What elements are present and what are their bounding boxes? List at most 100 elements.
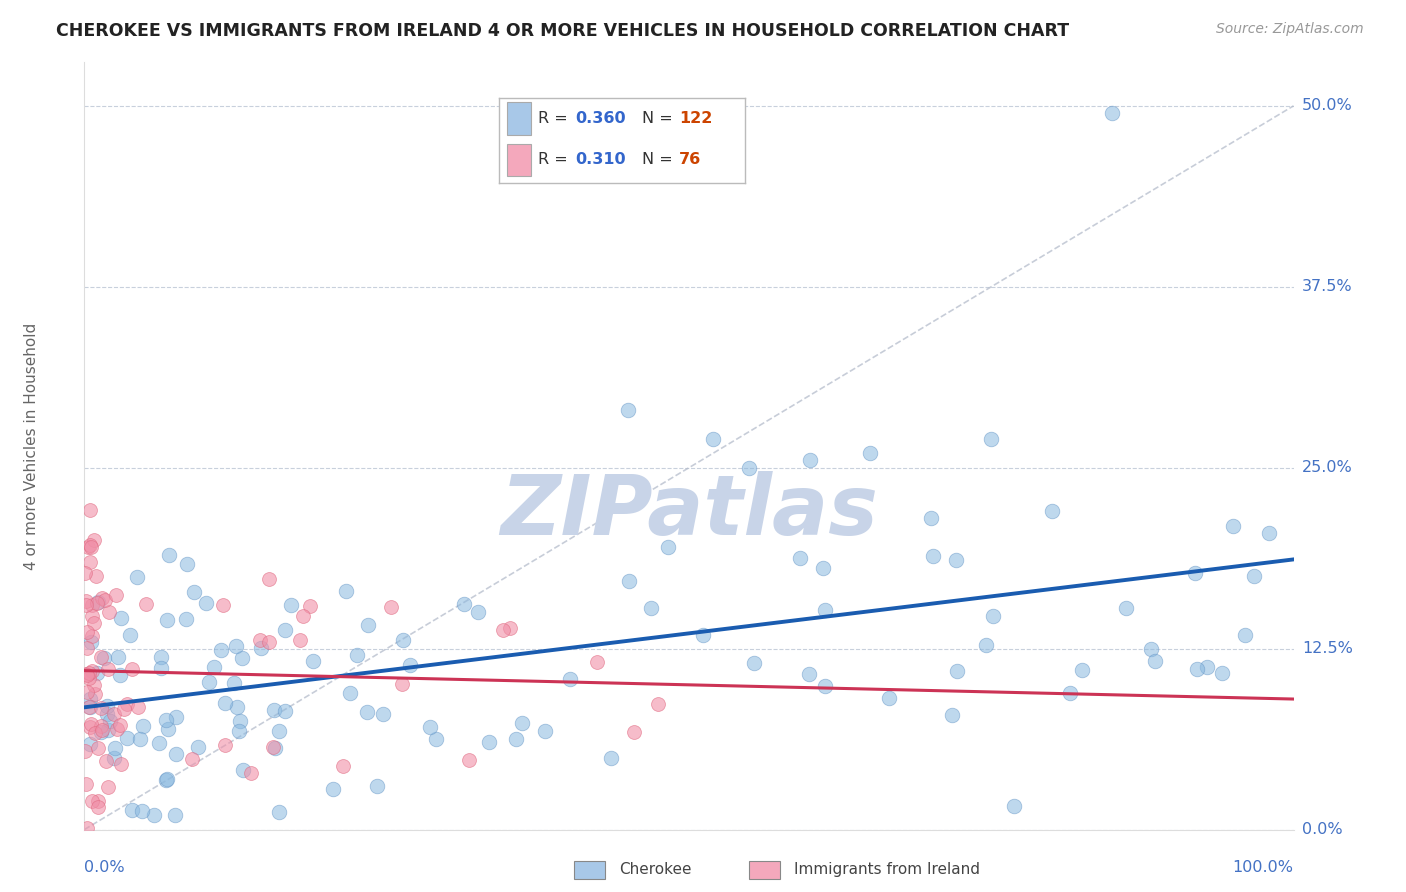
Point xyxy=(692,628,714,642)
Point xyxy=(262,739,284,754)
Point xyxy=(419,721,441,735)
Point xyxy=(640,600,662,615)
Point xyxy=(322,782,344,797)
Text: 0.360: 0.360 xyxy=(575,111,626,126)
Point xyxy=(458,753,481,767)
Point xyxy=(105,588,128,602)
Point xyxy=(257,572,280,586)
Point xyxy=(86,793,108,807)
Point xyxy=(356,705,378,719)
Point xyxy=(1234,628,1257,642)
Point xyxy=(877,690,900,705)
Point xyxy=(600,750,623,764)
Point xyxy=(1143,654,1166,668)
Point xyxy=(380,600,402,615)
Point xyxy=(738,460,761,475)
Point xyxy=(1184,566,1206,581)
Point xyxy=(80,629,103,643)
Point xyxy=(291,609,314,624)
Point xyxy=(79,538,101,552)
Point xyxy=(920,511,942,525)
Point xyxy=(789,550,811,565)
Point xyxy=(222,675,245,690)
Point xyxy=(96,780,118,794)
Point xyxy=(79,738,101,752)
Point xyxy=(1258,525,1281,540)
Point xyxy=(90,650,112,665)
Point xyxy=(80,665,103,679)
Point xyxy=(83,678,105,692)
Point xyxy=(226,700,249,714)
Point xyxy=(156,613,179,627)
Point xyxy=(187,739,209,754)
Point xyxy=(560,672,582,686)
Point xyxy=(80,541,103,555)
Point xyxy=(921,549,943,563)
Point xyxy=(980,432,1002,446)
Point xyxy=(702,432,724,446)
Point xyxy=(799,453,821,467)
Point xyxy=(121,662,143,676)
Point xyxy=(617,402,640,417)
Point xyxy=(214,738,236,752)
Point xyxy=(211,599,233,613)
Point xyxy=(90,701,112,715)
Point xyxy=(75,777,97,791)
Point xyxy=(156,772,179,787)
Point xyxy=(299,599,322,613)
Point xyxy=(131,805,153,819)
Point xyxy=(75,598,97,612)
Point xyxy=(981,608,1004,623)
Point xyxy=(391,633,413,648)
Point xyxy=(335,584,357,599)
Point xyxy=(202,659,225,673)
Point xyxy=(274,704,297,718)
Point xyxy=(86,666,108,681)
Point xyxy=(477,734,499,748)
FancyBboxPatch shape xyxy=(506,144,531,176)
Text: 0.0%: 0.0% xyxy=(84,860,125,875)
Text: N =: N = xyxy=(643,153,678,168)
Point xyxy=(157,548,180,562)
Point xyxy=(1139,642,1161,657)
Point xyxy=(1059,686,1081,700)
Point xyxy=(125,570,148,584)
Point xyxy=(90,725,112,739)
Point xyxy=(87,799,110,814)
Point xyxy=(93,651,115,665)
Point xyxy=(1243,569,1265,583)
Point xyxy=(183,584,205,599)
Point xyxy=(155,713,177,727)
Point xyxy=(73,744,96,758)
Point xyxy=(290,633,312,648)
Point xyxy=(84,687,107,701)
Point xyxy=(132,719,155,733)
Text: 0.0%: 0.0% xyxy=(1302,822,1343,837)
Point xyxy=(274,624,297,638)
Point xyxy=(301,654,323,668)
Point xyxy=(814,679,837,693)
Point xyxy=(941,708,963,723)
Text: R =: R = xyxy=(538,153,574,168)
Point xyxy=(110,757,132,772)
Point xyxy=(250,641,273,656)
Point xyxy=(97,661,120,675)
Point xyxy=(91,591,114,605)
Point xyxy=(391,677,413,691)
Point xyxy=(239,766,262,780)
Point xyxy=(1197,659,1219,673)
Point xyxy=(83,615,105,630)
Point xyxy=(1101,106,1123,120)
Point xyxy=(267,805,290,819)
Text: 37.5%: 37.5% xyxy=(1302,279,1353,294)
Point xyxy=(453,597,475,611)
Point xyxy=(249,633,271,648)
Point xyxy=(149,650,172,665)
Point xyxy=(339,686,361,700)
Point xyxy=(1040,504,1063,518)
Point xyxy=(492,623,515,637)
Point xyxy=(346,648,368,663)
Point xyxy=(811,561,834,575)
Point xyxy=(534,724,557,739)
Point xyxy=(181,752,204,766)
